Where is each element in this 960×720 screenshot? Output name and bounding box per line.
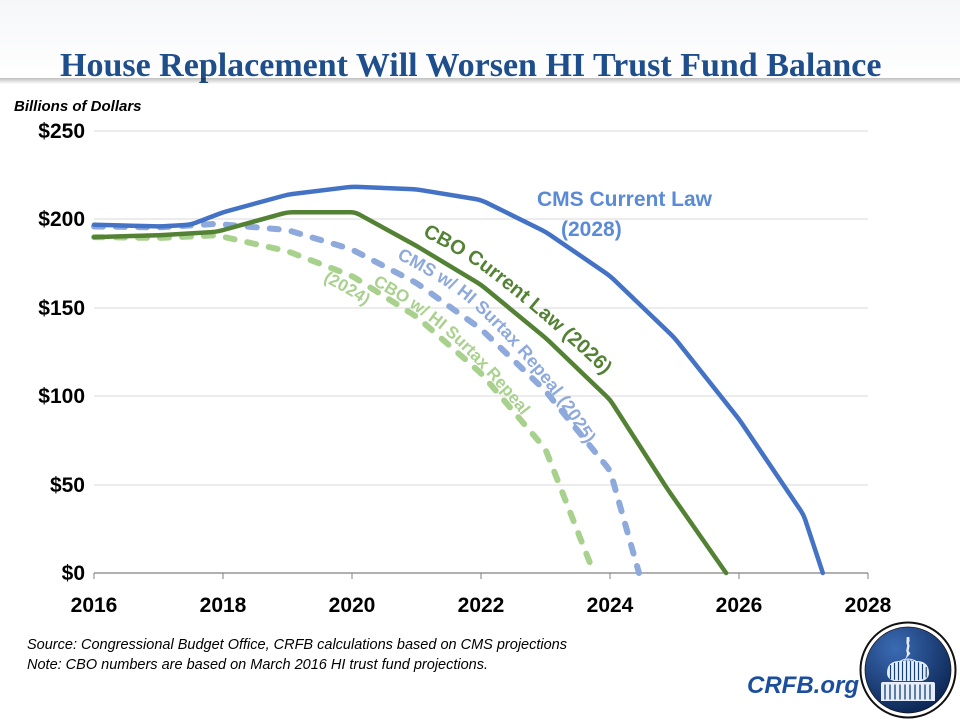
- svg-text:CMS Current Law: CMS Current Law: [537, 188, 713, 211]
- svg-text:(2024): (2024): [321, 268, 374, 309]
- svg-text:(2028): (2028): [561, 218, 622, 241]
